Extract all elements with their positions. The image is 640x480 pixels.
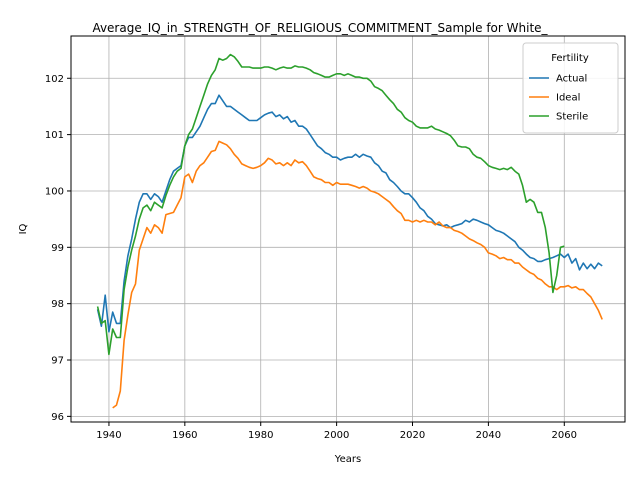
- axis-ticks: 1940 1960 1980 2000 2020 2040 2060 96 97 98 99 100 1…: [45, 74, 577, 441]
- y-tick-label: 102: [45, 74, 64, 85]
- y-tick-label: 98: [51, 299, 64, 310]
- legend-title: Fertility: [551, 53, 589, 64]
- series-line-sterile: [96, 53, 565, 356]
- legend-frame: [522, 42, 619, 134]
- legend-label-actual: Actual: [556, 74, 587, 85]
- grid: [71, 36, 625, 422]
- x-tick-label: 2060: [552, 430, 577, 441]
- x-tick-label: 2040: [476, 430, 501, 441]
- y-axis-title: IQ: [18, 223, 29, 234]
- legend: Fertility Actual Ideal Sterile: [522, 42, 619, 134]
- series-line-ideal: [112, 140, 603, 409]
- x-axis-title: Years: [334, 454, 361, 465]
- y-tick-label: 97: [51, 356, 64, 367]
- series-lines: [96, 53, 603, 409]
- y-tick-label: 101: [45, 130, 64, 141]
- chart-title: Average_IQ_in_STRENGTH_OF_RELIGIOUS_COMM…: [92, 21, 548, 35]
- y-tick-label: 100: [45, 186, 64, 197]
- x-tick-label: 1960: [172, 430, 197, 441]
- plot-area-frame: [70, 35, 626, 423]
- x-tick-label: 1980: [248, 430, 273, 441]
- x-tick-label: 1940: [96, 430, 121, 441]
- y-tick-label: 96: [51, 412, 64, 423]
- x-tick-label: 2000: [324, 430, 349, 441]
- y-tick-label: 99: [51, 243, 64, 254]
- legend-label-ideal: Ideal: [556, 93, 580, 104]
- x-tick-label: 2020: [400, 430, 425, 441]
- legend-label-sterile: Sterile: [556, 112, 588, 123]
